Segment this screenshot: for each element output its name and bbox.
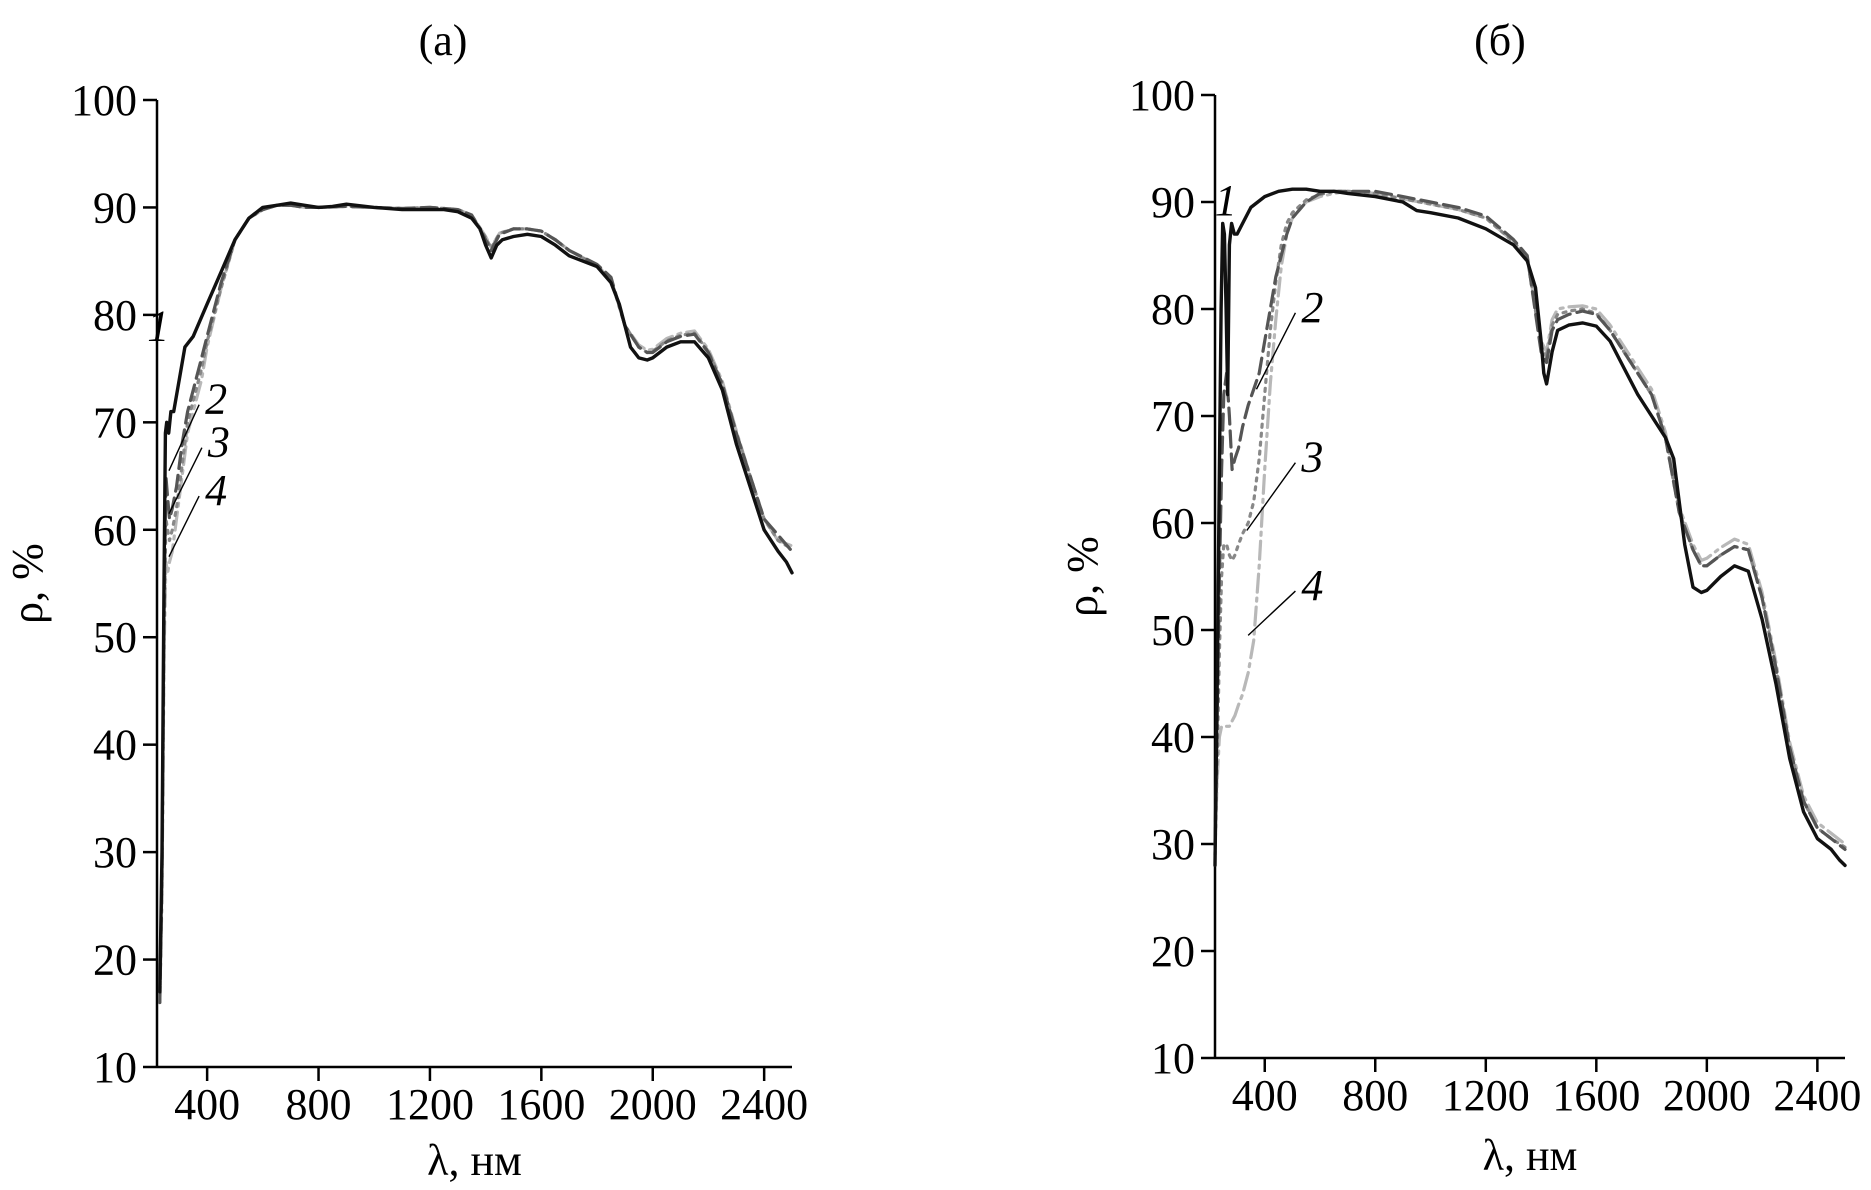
y-tick-label: 40 xyxy=(1151,713,1195,762)
series-label-3: 3 xyxy=(207,418,230,467)
series-line-2 xyxy=(1213,189,1847,851)
x-tick-label: 1600 xyxy=(497,1080,585,1129)
x-axis-title: λ, нм xyxy=(427,1136,522,1185)
y-tick-label: 90 xyxy=(1151,178,1195,227)
x-tick-label: 2400 xyxy=(720,1080,808,1129)
y-tick-label: 70 xyxy=(93,398,137,447)
y-tick-label: 40 xyxy=(93,721,137,770)
series-leader-line xyxy=(168,495,200,557)
series-line-1 xyxy=(158,201,794,994)
x-tick-label: 2000 xyxy=(609,1080,697,1129)
x-axis-title: λ, нм xyxy=(1483,1131,1578,1180)
y-axis-title: ρ, % xyxy=(1058,536,1107,617)
x-tick-label: 2400 xyxy=(1773,1071,1861,1120)
series-label-1: 1 xyxy=(1215,176,1237,225)
series-label-1: 1 xyxy=(147,302,169,351)
y-tick-label: 70 xyxy=(1151,392,1195,441)
y-axis-title: ρ, % xyxy=(3,543,52,624)
y-tick-label: 60 xyxy=(1151,499,1195,548)
x-tick-label: 1600 xyxy=(1552,1071,1640,1120)
panel-title: (б) xyxy=(1474,16,1526,65)
chart-panel-b: (б) 10 20 30 40 50 60 70 80 90 100 400 800 1200 1600 20… xyxy=(1058,16,1861,1180)
series-leader-line xyxy=(168,447,203,514)
x-tick-label: 800 xyxy=(1342,1071,1408,1120)
y-tick-label: 50 xyxy=(93,613,137,662)
x-tick-label: 400 xyxy=(1232,1071,1298,1120)
y-tick-label: 80 xyxy=(93,291,137,340)
y-tick-label: 100 xyxy=(1129,71,1195,120)
y-tick-label: 30 xyxy=(93,828,137,877)
series-line-2 xyxy=(158,203,794,1005)
series-label-4: 4 xyxy=(205,466,227,515)
y-tick-label: 80 xyxy=(1151,285,1195,334)
y-tick-label: 100 xyxy=(71,76,137,125)
y-tick-label: 30 xyxy=(1151,820,1195,869)
y-tick-label: 60 xyxy=(93,506,137,555)
series-label-2: 2 xyxy=(1301,283,1323,332)
x-tick-label: 1200 xyxy=(1442,1071,1530,1120)
series-leader-line xyxy=(1255,312,1297,390)
series-line-1 xyxy=(1213,187,1847,868)
x-tick-label: 1200 xyxy=(386,1080,474,1129)
x-tick-label: 2000 xyxy=(1663,1071,1751,1120)
series-leader-line xyxy=(1247,590,1296,636)
panel-title: (а) xyxy=(419,16,468,65)
chart-panel-a: (а) 10 20 30 40 50 60 70 80 90 100 400 800 1200 1600 20… xyxy=(3,16,808,1185)
y-tick-label: 10 xyxy=(1151,1034,1195,1083)
series-label-3: 3 xyxy=(1300,433,1323,482)
y-tick-label: 20 xyxy=(1151,927,1195,976)
series-leader-line xyxy=(1246,462,1296,531)
y-tick-label: 10 xyxy=(93,1043,137,1092)
series-label-2: 2 xyxy=(205,375,227,424)
series-line-3 xyxy=(1213,189,1847,857)
series-label-4: 4 xyxy=(1301,561,1323,610)
y-tick-label: 50 xyxy=(1151,606,1195,655)
series-leader-line xyxy=(168,404,200,471)
y-tick-label: 90 xyxy=(93,183,137,232)
series-line-3 xyxy=(158,203,794,1005)
y-tick-label: 20 xyxy=(93,936,137,985)
x-tick-label: 800 xyxy=(286,1080,352,1129)
x-tick-label: 400 xyxy=(174,1080,240,1129)
series-line-4 xyxy=(158,203,794,1005)
